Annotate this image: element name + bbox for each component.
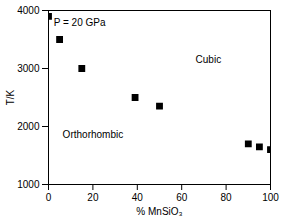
svg-text:0: 0	[46, 192, 52, 203]
svg-text:4000: 4000	[17, 5, 40, 16]
svg-text:3000: 3000	[17, 63, 40, 74]
svg-text:P = 20 GPa: P = 20 GPa	[54, 17, 106, 28]
svg-text:Orthorhombic: Orthorhombic	[63, 129, 124, 140]
svg-text:1000: 1000	[17, 179, 40, 190]
svg-text:2000: 2000	[17, 121, 40, 132]
svg-text:60: 60	[176, 192, 188, 203]
svg-text:T/K: T/K	[5, 89, 16, 105]
svg-text:100: 100	[262, 192, 279, 203]
svg-text:40: 40	[132, 192, 144, 203]
svg-text:20: 20	[87, 192, 99, 203]
svg-text:80: 80	[221, 192, 233, 203]
svg-text:Cubic: Cubic	[196, 54, 222, 65]
svg-text:% MnSiO₃: % MnSiO₃	[136, 206, 182, 217]
